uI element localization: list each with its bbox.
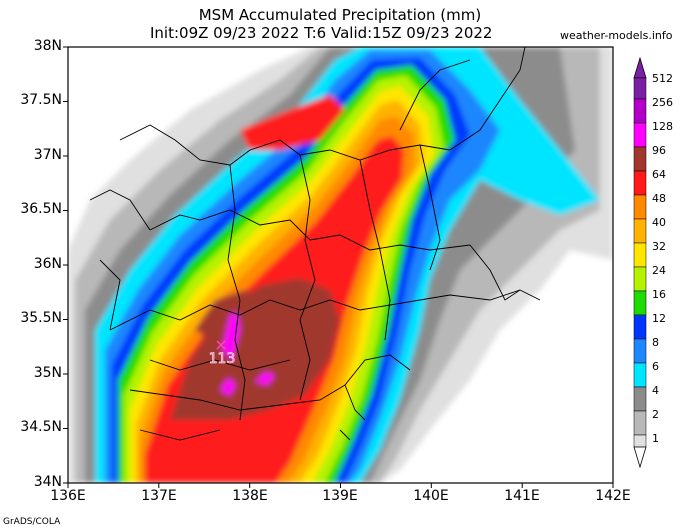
- lon-label: 139E: [322, 488, 358, 504]
- colorbar-label: 24: [652, 264, 666, 277]
- colorbar-label: 256: [652, 96, 673, 109]
- colorbar: [633, 56, 647, 469]
- lon-label: 140E: [413, 488, 449, 504]
- colorbar-label: 32: [652, 240, 666, 253]
- colorbar-label: 2: [652, 408, 659, 421]
- colorbar-label: 48: [652, 192, 666, 205]
- source-website: weather-models.info: [560, 29, 673, 42]
- colorbar-top-arrow: [633, 56, 647, 79]
- axis-ticks: [63, 46, 614, 488]
- colorbar-label: 6: [652, 360, 659, 373]
- colorbar-swatch: [633, 434, 647, 448]
- colorbar-label: 512: [652, 72, 673, 85]
- colorbar-label: 128: [652, 120, 673, 133]
- colorbar-swatch: [633, 122, 647, 148]
- lon-label: 138E: [232, 488, 268, 504]
- lat-label: 38N: [33, 38, 62, 54]
- colorbar-swatch: [633, 77, 647, 100]
- colorbar-swatch: [633, 266, 647, 292]
- colorbar-label: 4: [652, 384, 659, 397]
- lat-label: 36N: [33, 256, 62, 272]
- colorbar-label: 12: [652, 312, 666, 325]
- map-title: MSM Accumulated Precipitation (mm): [198, 6, 482, 24]
- lat-label: 37N: [33, 147, 62, 163]
- colorbar-swatch: [633, 290, 647, 316]
- borders-layer: [89, 47, 541, 441]
- colorbar-swatch: [633, 242, 647, 268]
- colorbar-swatch: [633, 362, 647, 388]
- lat-label: 36.5N: [20, 201, 62, 217]
- colorbar-swatch: [633, 338, 647, 364]
- colorbar-label: 64: [652, 168, 666, 181]
- colorbar-swatch: [633, 170, 647, 196]
- lat-label: 34N: [33, 474, 62, 490]
- lat-label: 35.5N: [20, 310, 62, 326]
- lon-label: 142E: [595, 488, 631, 504]
- colorbar-swatch: [633, 194, 647, 220]
- colorbar-label: 1: [652, 432, 659, 445]
- lon-label: 137E: [141, 488, 177, 504]
- precipitation-field: [68, 47, 613, 483]
- colorbar-label: 40: [652, 216, 666, 229]
- lat-label: 35N: [33, 365, 62, 381]
- colorbar-swatch: [633, 314, 647, 340]
- map-panel: × 113: [68, 47, 613, 483]
- colorbar-bottom-arrow: [633, 446, 647, 469]
- software-credit: GrADS/COLA: [3, 517, 61, 527]
- colorbar-swatch: [633, 146, 647, 172]
- colorbar-swatch: [633, 98, 647, 124]
- lon-label: 136E: [50, 488, 86, 504]
- colorbar-label: 96: [652, 144, 666, 157]
- colorbar-swatch: [633, 410, 647, 436]
- lon-label: 141E: [504, 488, 540, 504]
- max-marker-value: 113: [209, 351, 236, 367]
- colorbar-label: 16: [652, 288, 666, 301]
- max-precip-marker: × 113: [208, 335, 236, 367]
- lat-label: 34.5N: [20, 419, 62, 435]
- colorbar-label: 8: [652, 336, 659, 349]
- lat-label: 37.5N: [20, 92, 62, 108]
- colorbar-swatch: [633, 218, 647, 244]
- max-marker-symbol: ×: [214, 335, 227, 354]
- colorbar-swatch: [633, 386, 647, 412]
- map-subtitle-run-info: Init:09Z 09/23 2022 T:6 Valid:15Z 09/23 …: [150, 24, 493, 42]
